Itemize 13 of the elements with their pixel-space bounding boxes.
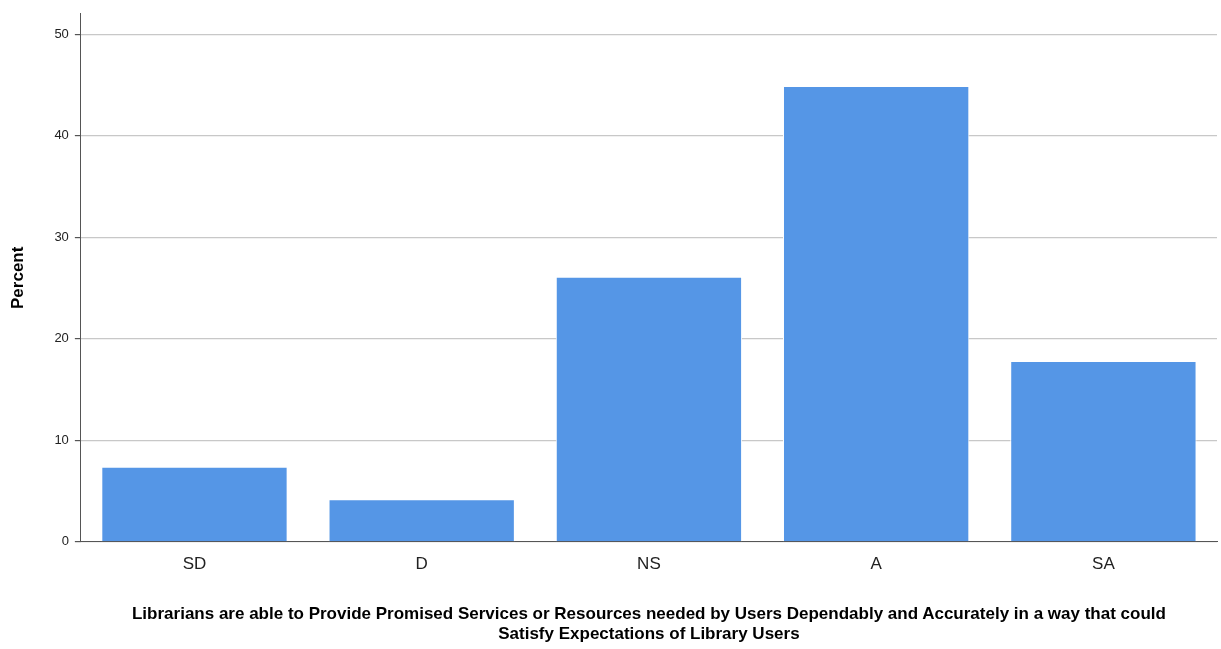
y-tick-label: 50: [54, 25, 69, 41]
x-tick-label: SA: [1092, 553, 1116, 573]
x-axis-title: Librarians are able to Provide Promised Services or Resources needed by Users Dependably and Accurately in a way that could Satisfy Expectations of Library Users: [131, 604, 1166, 644]
x-tick-label: D: [415, 553, 428, 573]
x-tick-label: A: [870, 553, 883, 573]
y-tick-label: 30: [54, 228, 69, 244]
x-tick-label: NS: [637, 553, 661, 573]
y-tick-label: 40: [54, 127, 69, 143]
y-tick-label: 0: [61, 533, 69, 549]
y-tick-label: 10: [54, 431, 69, 447]
y-tick-label: 20: [54, 330, 69, 346]
y-axis-title: Percent: [7, 246, 27, 309]
x-tick-label: SD: [182, 553, 207, 573]
